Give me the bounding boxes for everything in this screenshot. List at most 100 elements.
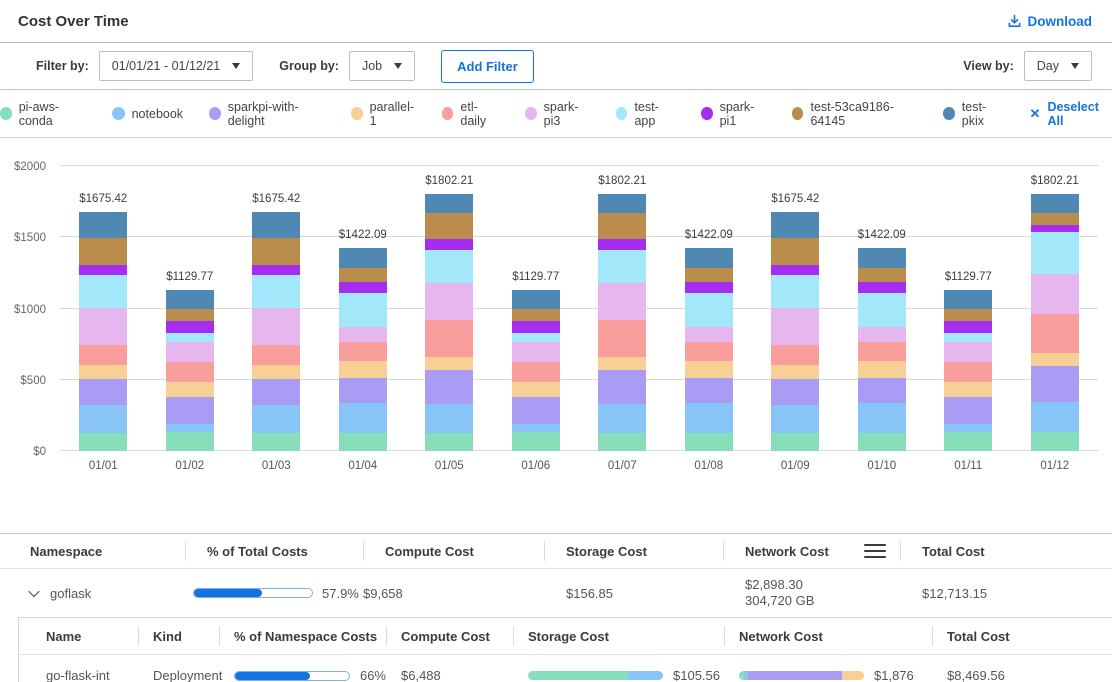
bar-segment-pi-aws-conda[interactable]: [166, 432, 214, 451]
legend-item-notebook[interactable]: notebook: [112, 107, 183, 121]
bar-segment-etl-daily[interactable]: [858, 342, 906, 361]
stacked-bar[interactable]: [512, 166, 560, 451]
bar-segment-sparkpi-with-delight[interactable]: [1031, 366, 1079, 402]
workload-row[interactable]: go-flask-int Deployment 66% $6,488 $105.…: [19, 655, 1112, 682]
column-namespace[interactable]: Namespace: [0, 534, 185, 568]
bar-segment-test-pkix[interactable]: [685, 248, 733, 267]
stacked-bar[interactable]: [858, 166, 906, 451]
bar-segment-test-app[interactable]: [425, 250, 473, 283]
download-button[interactable]: Download: [1007, 14, 1093, 29]
bar-segment-spark-pi1[interactable]: [944, 321, 992, 333]
bar-segment-parallel-1[interactable]: [858, 361, 906, 378]
bar-segment-etl-daily[interactable]: [79, 345, 127, 365]
column-total-cost[interactable]: Total Cost: [900, 534, 1112, 568]
column-compute-cost[interactable]: Compute Cost: [363, 534, 544, 568]
stacked-bar[interactable]: [79, 166, 127, 451]
stacked-bar[interactable]: [339, 166, 387, 451]
view-by-select[interactable]: Day: [1024, 51, 1092, 81]
bar-segment-test-pkix[interactable]: [166, 290, 214, 308]
bar-segment-test-app[interactable]: [252, 275, 300, 308]
bar-segment-spark-pi1[interactable]: [858, 282, 906, 292]
bar-segment-test-pkix[interactable]: [79, 212, 127, 238]
bar-segment-notebook[interactable]: [1031, 402, 1079, 432]
bar-segment-parallel-1[interactable]: [771, 365, 819, 379]
bar-segment-notebook[interactable]: [598, 404, 646, 433]
bar-segment-spark-pi1[interactable]: [339, 282, 387, 292]
bar-segment-test-app[interactable]: [598, 250, 646, 283]
bar-segment-etl-daily[interactable]: [339, 342, 387, 361]
bar-segment-test-53ca9186-64145[interactable]: [339, 268, 387, 283]
deselect-all-button[interactable]: ✕ Deselect All: [1030, 100, 1112, 128]
bar-segment-pi-aws-conda[interactable]: [512, 432, 560, 451]
stacked-bar[interactable]: [944, 166, 992, 451]
bar-segment-test-app[interactable]: [166, 333, 214, 342]
chevron-down-icon[interactable]: [28, 586, 39, 597]
bar-segment-test-53ca9186-64145[interactable]: [858, 268, 906, 283]
bar-segment-etl-daily[interactable]: [512, 362, 560, 383]
column-pct-namespace-costs[interactable]: % of Namespace Costs: [219, 618, 386, 654]
table-row[interactable]: goflask 57.9% $9,658 $156.85 $2,898.30 3…: [0, 569, 1112, 617]
stacked-bar[interactable]: [1031, 166, 1079, 451]
bar-segment-sparkpi-with-delight[interactable]: [685, 378, 733, 403]
bar-segment-sparkpi-with-delight[interactable]: [771, 379, 819, 404]
bar-segment-notebook[interactable]: [252, 405, 300, 434]
bar-segment-spark-pi1[interactable]: [1031, 225, 1079, 232]
bar-segment-etl-daily[interactable]: [685, 342, 733, 361]
bar-segment-parallel-1[interactable]: [339, 361, 387, 378]
bar-segment-spark-pi3[interactable]: [339, 327, 387, 343]
bar-segment-spark-pi3[interactable]: [425, 283, 473, 320]
bar-segment-test-app[interactable]: [339, 293, 387, 327]
column-network-cost[interactable]: Network Cost: [723, 534, 900, 568]
stacked-bar[interactable]: [425, 166, 473, 451]
bar-segment-notebook[interactable]: [858, 403, 906, 432]
bar-segment-spark-pi3[interactable]: [1031, 274, 1079, 314]
column-storage-cost[interactable]: Storage Cost: [544, 534, 723, 568]
legend-item-spark-pi3[interactable]: spark-pi3: [525, 100, 590, 128]
bar-segment-spark-pi3[interactable]: [598, 283, 646, 320]
bar-segment-etl-daily[interactable]: [1031, 314, 1079, 353]
bar-segment-spark-pi1[interactable]: [166, 321, 214, 333]
bar-segment-etl-daily[interactable]: [598, 320, 646, 357]
bar-segment-test-app[interactable]: [1031, 232, 1079, 274]
namespace-cell[interactable]: goflask: [0, 586, 185, 601]
bar-segment-pi-aws-conda[interactable]: [79, 433, 127, 451]
stacked-bar[interactable]: [166, 166, 214, 451]
bar-segment-sparkpi-with-delight[interactable]: [252, 379, 300, 404]
bar-segment-parallel-1[interactable]: [598, 357, 646, 370]
bar-segment-spark-pi1[interactable]: [252, 265, 300, 275]
column-compute-cost[interactable]: Compute Cost: [386, 618, 513, 654]
bar-segment-pi-aws-conda[interactable]: [252, 433, 300, 451]
bar-segment-spark-pi3[interactable]: [512, 342, 560, 361]
bar-segment-etl-daily[interactable]: [166, 362, 214, 383]
bar-segment-test-53ca9186-64145[interactable]: [1031, 213, 1079, 225]
column-pct-total-costs[interactable]: % of Total Costs: [185, 534, 363, 568]
bar-segment-test-app[interactable]: [685, 293, 733, 327]
bar-segment-test-53ca9186-64145[interactable]: [425, 213, 473, 240]
bar-segment-test-pkix[interactable]: [598, 194, 646, 212]
bar-segment-test-pkix[interactable]: [771, 212, 819, 238]
legend-item-sparkpi-with-delight[interactable]: sparkpi-with-delight: [209, 100, 325, 128]
bar-segment-sparkpi-with-delight[interactable]: [79, 379, 127, 404]
column-total-cost[interactable]: Total Cost: [932, 618, 1112, 654]
bar-segment-pi-aws-conda[interactable]: [685, 433, 733, 451]
bar-segment-etl-daily[interactable]: [252, 345, 300, 365]
menu-icon[interactable]: [864, 544, 886, 558]
bar-segment-etl-daily[interactable]: [425, 320, 473, 357]
bar-segment-test-pkix[interactable]: [944, 290, 992, 308]
bar-segment-notebook[interactable]: [944, 424, 992, 432]
bar-segment-pi-aws-conda[interactable]: [339, 433, 387, 451]
bar-segment-test-pkix[interactable]: [858, 248, 906, 267]
date-range-select[interactable]: 01/01/21 - 01/12/21: [99, 51, 253, 81]
bar-segment-spark-pi1[interactable]: [512, 321, 560, 333]
stacked-bar[interactable]: [598, 166, 646, 451]
bar-segment-test-53ca9186-64145[interactable]: [771, 238, 819, 265]
bar-segment-notebook[interactable]: [771, 405, 819, 434]
bar-segment-sparkpi-with-delight[interactable]: [512, 397, 560, 423]
stacked-bar[interactable]: [771, 166, 819, 451]
bar-segment-parallel-1[interactable]: [512, 382, 560, 397]
bar-segment-parallel-1[interactable]: [685, 361, 733, 378]
bar-segment-spark-pi3[interactable]: [252, 308, 300, 345]
legend-item-etl-daily[interactable]: etl-daily: [442, 100, 499, 128]
bar-segment-test-pkix[interactable]: [1031, 194, 1079, 213]
bar-segment-pi-aws-conda[interactable]: [425, 433, 473, 451]
